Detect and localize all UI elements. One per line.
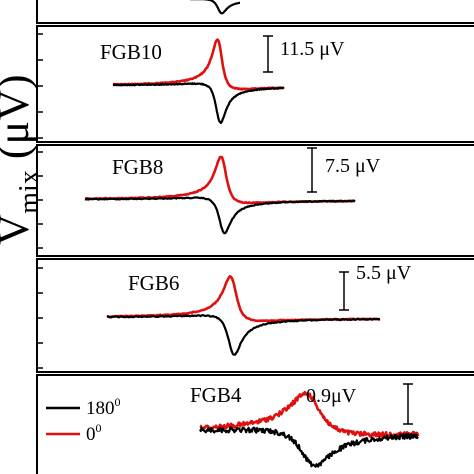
scale-bar-label: 0.9μV (306, 385, 357, 407)
scale-bar-label: 7.5 μV (325, 155, 381, 177)
y-axis-label-main: V (0, 214, 38, 246)
panel-frame (36, 258, 474, 373)
panel-frame (36, 0, 474, 24)
y-axis-label-unit: (μV) (0, 74, 38, 160)
panel-3: FGB8 7.5 μV (36, 144, 474, 257)
panel-4: FGB6 5.5 μV (36, 258, 474, 373)
y-axis-label-sub: mix (14, 170, 45, 214)
y-axis-label: Vmix (μV) (0, 0, 45, 474)
series-line-180 (84, 196, 356, 235)
scale-bar-label: 11.5 μV (280, 38, 345, 60)
panel-2: FGB10 11.5 μV (36, 25, 474, 143)
series-line-180 (112, 82, 285, 125)
series-line-180 (106, 314, 381, 356)
panel-label: FGB10 (100, 40, 162, 64)
panels-group: FGB10 11.5 μV FGB8 7.5 μV FGB6 5.5 μV FGB4 0.9μ… (36, 0, 474, 474)
panel-1 (36, 0, 474, 24)
panel-frame (36, 374, 474, 474)
panel-frame (36, 144, 474, 257)
panel-frame (36, 25, 474, 143)
series-line-180 (189, 0, 241, 15)
series-line-180 (199, 426, 419, 468)
panel-label: FGB8 (112, 155, 163, 179)
scale-bar-label: 5.5 μV (356, 262, 412, 284)
panel-label: FGB6 (128, 271, 179, 295)
series-line-0 (199, 390, 420, 438)
legend-label: 1800 (86, 395, 121, 419)
legend-label: 00 (86, 421, 102, 445)
panel-5: FGB4 0.9μV (36, 374, 474, 474)
panel-label: FGB4 (190, 383, 242, 407)
